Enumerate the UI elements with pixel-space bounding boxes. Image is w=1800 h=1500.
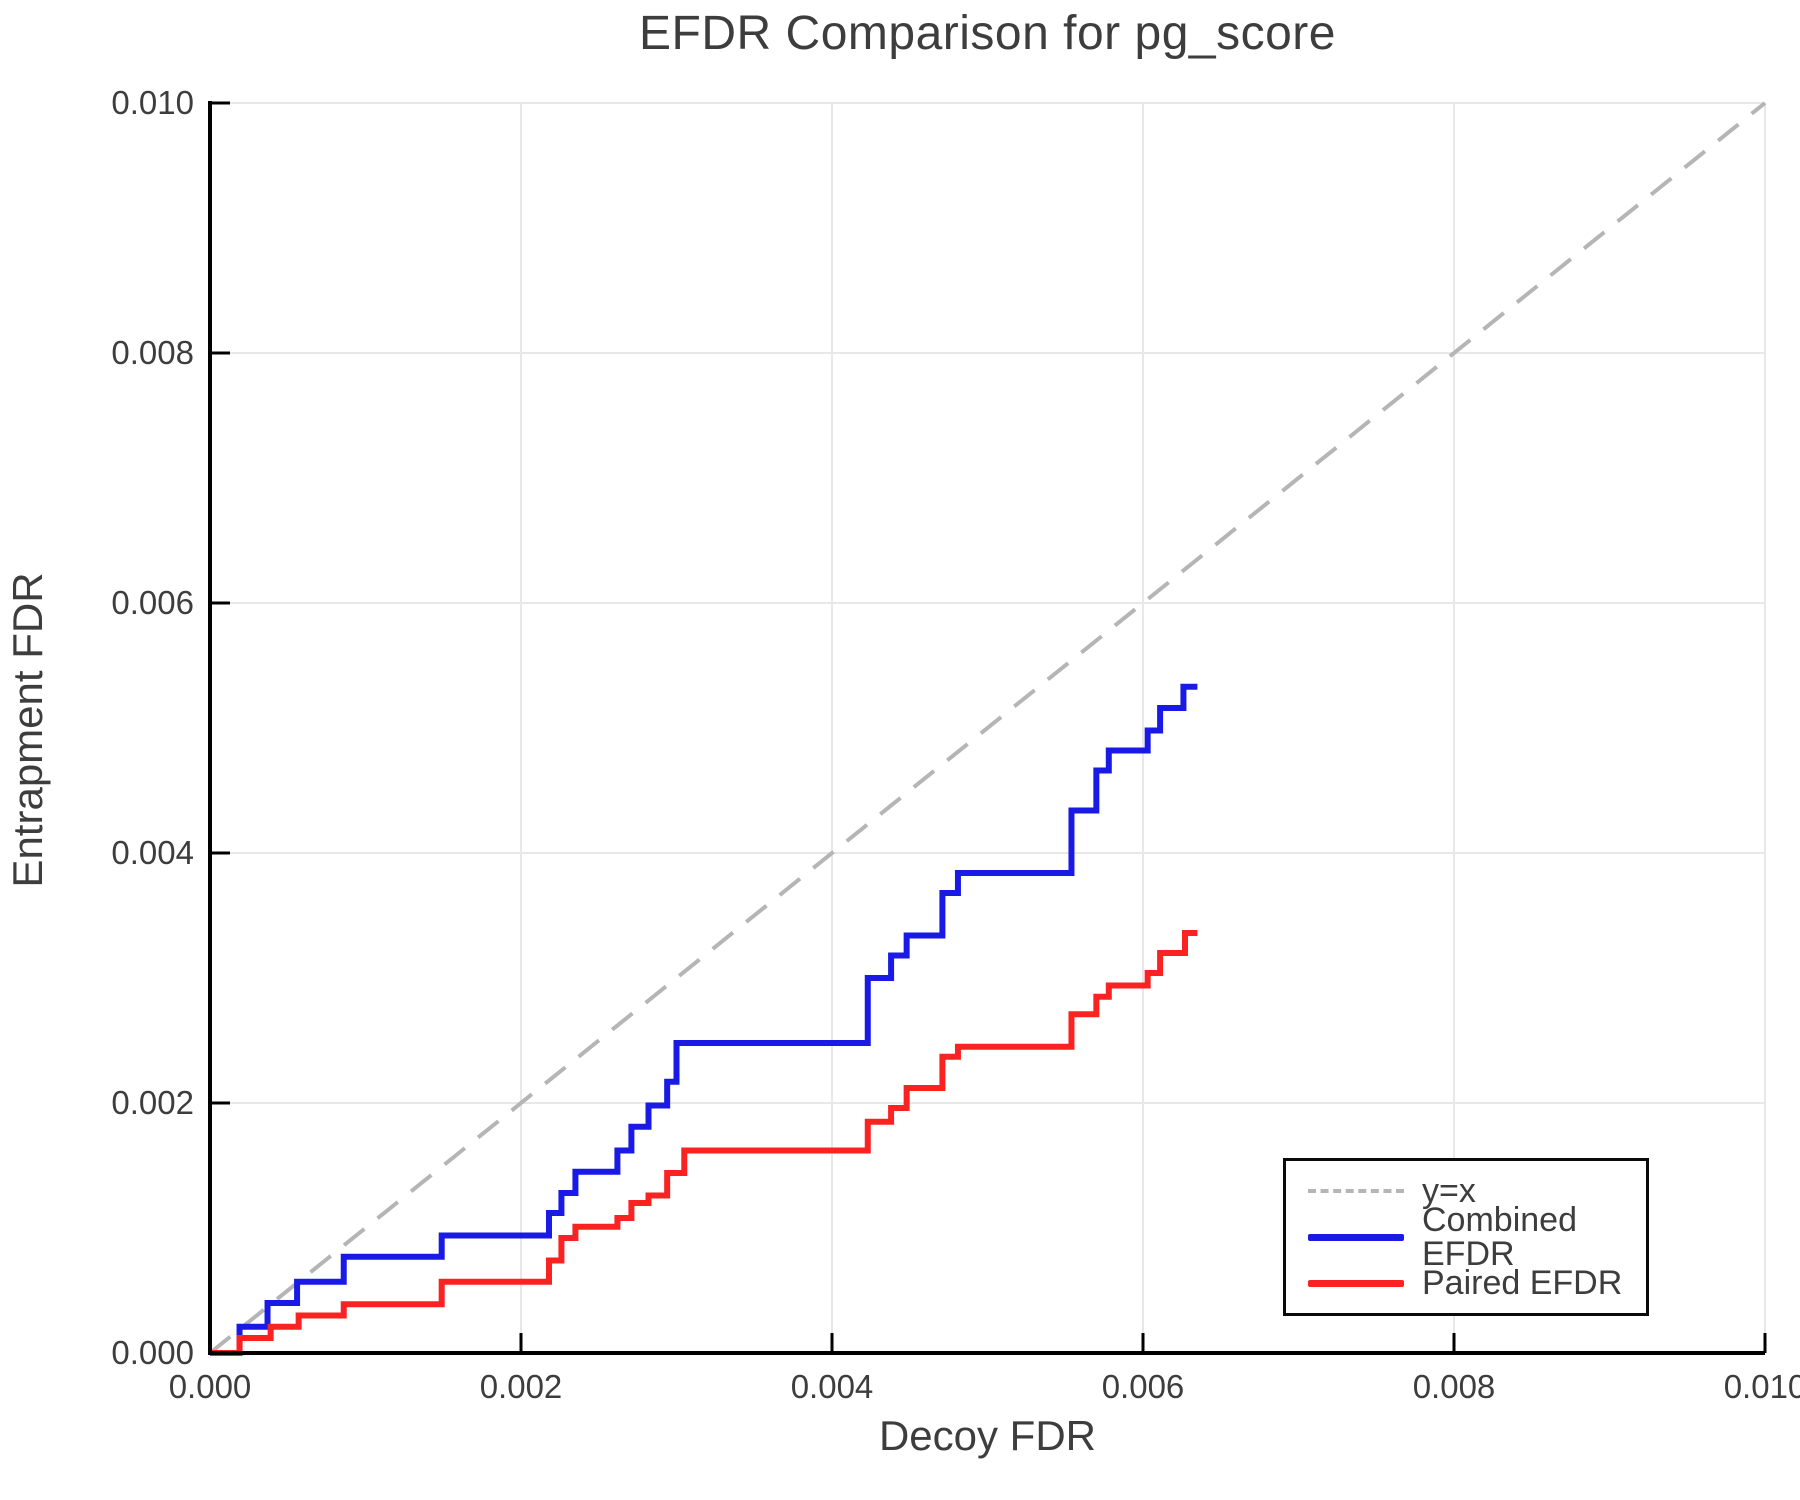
y-tick-label: 0.004 bbox=[111, 834, 194, 871]
legend-label-paired: Paired EFDR bbox=[1422, 1264, 1623, 1302]
legend-label-identity: y=x bbox=[1422, 1172, 1476, 1210]
paired-efdr-swatch bbox=[1308, 1279, 1404, 1287]
identity-line bbox=[208, 101, 1767, 1355]
x-tick-label: 0.006 bbox=[1102, 1368, 1185, 1405]
x-tick-label: 0.008 bbox=[1413, 1368, 1496, 1405]
x-tick-label: 0.002 bbox=[480, 1368, 563, 1405]
identity-diagonal bbox=[208, 101, 1767, 1355]
legend-row-identity: y=x bbox=[1308, 1172, 1646, 1210]
x-tick-label: 0.000 bbox=[169, 1368, 252, 1405]
series-paired-efdr bbox=[210, 930, 1198, 1356]
x-tick-label: 0.004 bbox=[791, 1368, 874, 1405]
series-combined-efdr bbox=[210, 683, 1198, 1356]
y-tick-label: 0.006 bbox=[111, 584, 194, 621]
tick-labels: 0.000 0.002 0.004 0.006 0.008 0.010 0.000 0.002… bbox=[111, 84, 1800, 1405]
axis-spines bbox=[208, 101, 1765, 1355]
y-tick-label: 0.008 bbox=[111, 334, 194, 371]
identity-line-swatch bbox=[1308, 1189, 1404, 1193]
axis-ticks bbox=[208, 101, 1767, 1355]
y-axis-label: Entrapment FDR bbox=[4, 572, 51, 888]
legend-label-combined: Combined EFDR bbox=[1422, 1201, 1577, 1273]
y-tick-label: 0.000 bbox=[111, 1334, 194, 1371]
chart-title: EFDR Comparison for pg_score bbox=[639, 7, 1336, 60]
legend: y=x Combined EFDR Paired EFDR bbox=[1283, 1158, 1649, 1316]
x-axis-label: Decoy FDR bbox=[878, 1412, 1097, 1459]
legend-row-paired: Paired EFDR bbox=[1308, 1264, 1646, 1302]
combined-efdr-swatch bbox=[1308, 1233, 1404, 1241]
y-tick-label: 0.002 bbox=[111, 1084, 194, 1121]
x-tick-label: 0.010 bbox=[1724, 1368, 1800, 1405]
data-series bbox=[210, 683, 1198, 1356]
y-tick-label: 0.010 bbox=[111, 84, 194, 121]
legend-row-combined: Combined EFDR bbox=[1308, 1203, 1646, 1271]
